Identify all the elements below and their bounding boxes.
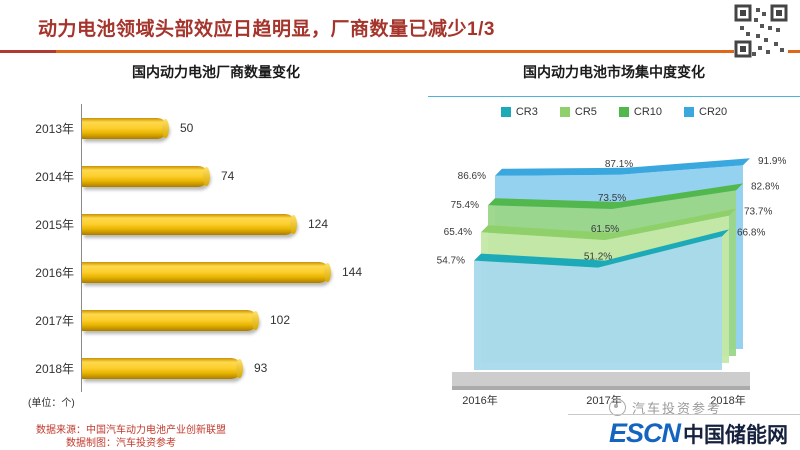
bar-category-label: 2018年 (35, 361, 74, 376)
legend-swatch (500, 107, 511, 117)
bar-row: 2018年 93 (18, 344, 414, 392)
bars-list: 2013年 50 2014年 74 2015年 124 2016年 144 2017年 102 20… (18, 104, 414, 392)
chart-shape (474, 236, 722, 370)
page-title: 动力电池领域头部效应日趋明显，厂商数量已减少1/3 (38, 19, 495, 40)
bar-value: 102 (270, 313, 291, 327)
chart-shape (481, 208, 736, 240)
bar (82, 117, 169, 139)
chart-label: 65.4% (444, 227, 472, 238)
chart-label: 91.9% (758, 156, 786, 167)
chart-label: 61.5% (591, 224, 619, 235)
chart-shape (488, 183, 743, 209)
legend-swatch (618, 107, 629, 117)
watermark: 汽车投资参考 (608, 398, 722, 417)
legend-item: CR3 (500, 106, 538, 118)
bar-category-label: 2017年 (35, 313, 74, 328)
bar-value: 50 (180, 121, 194, 135)
chart-label: 2016年 (462, 393, 497, 407)
bar (82, 261, 331, 283)
legend-label: CR20 (699, 106, 728, 118)
escn-logo: ESCN 中国储能网 (609, 418, 788, 449)
manufacturer-count-chart: 国内动力电池厂商数量变化 2013年 50 2014年 74 2015年 124 2016年… (18, 62, 414, 412)
bar (82, 309, 259, 331)
bar-row: 2015年 124 (18, 200, 414, 248)
bar-row: 2017年 102 (18, 296, 414, 344)
bar-value: 93 (254, 361, 268, 375)
left-chart-title: 国内动力电池厂商数量变化 (132, 64, 300, 80)
data-source-line: 数据来源：中国汽车动力电池产业创新联盟 (36, 425, 226, 436)
chart-label: 82.8% (751, 181, 779, 192)
legend-divider (428, 96, 800, 97)
right-chart-title: 国内动力电池市场集中度变化 (523, 64, 705, 80)
legend-item: CR5 (559, 106, 597, 118)
chart-label: 73.7% (744, 207, 772, 218)
bar-category-label: 2016年 (35, 265, 74, 280)
chart-label: 54.7% (437, 256, 465, 267)
concentration-chart-svg: 54.7% 51.2% 66.8% 65.4% 61.5% 73.7% 75.4% 73.5%… (437, 156, 787, 407)
qr-code (734, 4, 788, 58)
chart-shape (452, 386, 750, 390)
bar-row: 2016年 144 (18, 248, 414, 296)
legend-label: CR10 (633, 106, 663, 118)
escn-logo-en: ESCN (608, 418, 681, 448)
bar-track: 124 (81, 200, 414, 248)
watermark-text: 汽车投资参考 (631, 401, 722, 416)
bar (82, 213, 297, 235)
title-underline (0, 50, 800, 53)
qr-code-image (734, 4, 788, 58)
footer-divider (568, 414, 800, 415)
bar-value: 144 (342, 265, 363, 279)
chart-label: 87.1% (605, 159, 633, 170)
market-concentration-chart: 国内动力电池市场集中度变化 CR3 CR5 CR10 CR20 54.7% 51.2% 6… (428, 62, 800, 418)
chart-label: 51.2% (584, 252, 612, 263)
data-source: 数据来源：中国汽车动力电池产业创新联盟 数据制图：汽车投资参考 (36, 424, 226, 450)
chart-label: 73.5% (598, 193, 626, 204)
chart-shape (474, 229, 729, 268)
chart-label: 66.8% (737, 227, 765, 238)
data-credit-line: 数据制图：汽车投资参考 (66, 438, 176, 449)
chart-label: 75.4% (451, 200, 479, 211)
bar-value: 124 (308, 217, 329, 231)
bar (82, 165, 210, 187)
bar-track: 74 (81, 152, 414, 200)
legend-item: CR20 (684, 106, 727, 118)
escn-logo-cn: 中国储能网 (683, 424, 788, 447)
chart-label: 86.6% (458, 171, 486, 182)
chart-label: 2018年 (710, 393, 745, 407)
legend-item: CR10 (618, 106, 663, 118)
chart-shape (495, 158, 750, 176)
bar-track: 102 (81, 296, 414, 344)
bar-value: 74 (221, 169, 235, 183)
bar-row: 2013年 50 (18, 104, 414, 152)
bar-track: 144 (81, 248, 414, 296)
chart-shape (452, 372, 750, 386)
bar-category-label: 2015年 (35, 217, 74, 232)
bar-category-label: 2014年 (35, 169, 74, 184)
bar-track: 93 (81, 344, 414, 392)
bar-category-label: 2013年 (35, 121, 74, 136)
bar-row: 2014年 74 (18, 152, 414, 200)
legend-label: CR3 (515, 106, 538, 118)
legend-swatch (684, 107, 695, 117)
bar (82, 357, 243, 379)
car-logo-icon (608, 399, 626, 416)
chart-legend: CR3 CR5 CR10 CR20 (428, 104, 800, 120)
legend-label: CR5 (574, 106, 597, 118)
unit-note: (单位：个) (28, 398, 75, 409)
bar-track: 50 (81, 104, 414, 152)
legend-swatch (559, 107, 570, 117)
